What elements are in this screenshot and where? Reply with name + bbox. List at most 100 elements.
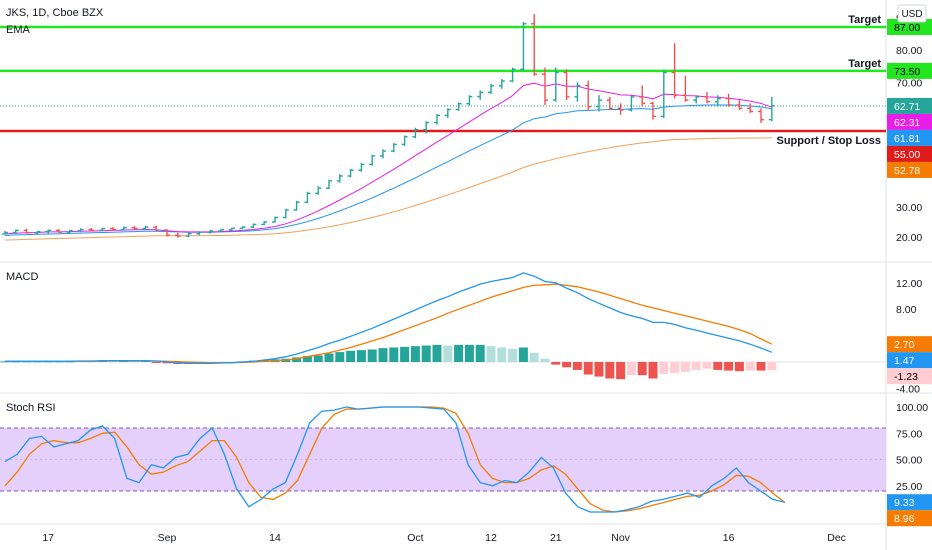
macd-histogram-bar[interactable] <box>680 362 690 372</box>
ohlc-bar[interactable] <box>736 100 743 110</box>
macd-histogram-bar[interactable] <box>605 362 615 379</box>
ohlc-bar[interactable] <box>498 79 505 89</box>
ohlc-bar[interactable] <box>704 92 710 104</box>
ohlc-bar[interactable] <box>293 200 300 211</box>
ohlc-bar[interactable] <box>218 228 224 232</box>
macd-histogram-bar[interactable] <box>410 346 420 362</box>
ohlc-bar[interactable] <box>477 90 484 100</box>
macd-histogram-bar[interactable] <box>713 362 723 370</box>
ohlc-bar[interactable] <box>315 186 322 195</box>
macd-histogram-bar[interactable] <box>464 344 474 362</box>
ohlc-bar[interactable] <box>250 223 257 229</box>
ohlc-bar[interactable] <box>2 231 8 235</box>
ohlc-bar[interactable] <box>466 95 473 106</box>
macd-histogram-bar[interactable] <box>335 352 345 362</box>
macd-histogram-bar[interactable] <box>724 362 734 371</box>
ohlc-bar[interactable] <box>272 216 278 223</box>
ohlc-bar[interactable] <box>23 228 30 234</box>
macd-histogram-bar[interactable] <box>378 348 388 362</box>
ohlc-bar[interactable] <box>207 229 214 234</box>
ohlc-bar[interactable] <box>488 83 494 94</box>
macd-histogram-bar[interactable] <box>432 344 442 362</box>
ohlc-bar[interactable] <box>282 208 289 219</box>
macd-histogram-bar[interactable] <box>389 347 399 362</box>
macd-histogram-bar[interactable] <box>162 362 172 364</box>
macd-histogram-bar[interactable] <box>313 355 323 362</box>
ohlc-bar[interactable] <box>542 67 548 105</box>
ema-slow-line[interactable] <box>4 137 772 241</box>
macd-histogram-bar[interactable] <box>356 350 366 362</box>
macd-histogram-bar[interactable] <box>22 362 32 363</box>
ohlc-bar[interactable] <box>228 227 235 231</box>
ohlc-bar[interactable] <box>671 43 678 99</box>
macd-histogram-bar[interactable] <box>108 361 118 363</box>
ohlc-bar[interactable] <box>628 95 635 112</box>
macd-histogram-bar[interactable] <box>529 352 539 362</box>
ohlc-bar[interactable] <box>747 103 754 114</box>
ohlc-bar[interactable] <box>563 69 570 101</box>
ohlc-bar[interactable] <box>725 93 732 107</box>
macd-histogram-bar[interactable] <box>443 345 453 363</box>
macd-histogram-bar[interactable] <box>562 362 572 368</box>
macd-histogram-bar[interactable] <box>659 362 669 374</box>
ohlc-bar[interactable] <box>617 103 624 115</box>
ohlc-bar[interactable] <box>196 231 203 236</box>
macd-histogram-bar[interactable] <box>745 362 755 371</box>
ohlc-bar[interactable] <box>434 114 440 125</box>
ohlc-bar[interactable] <box>358 162 365 172</box>
ohlc-bar[interactable] <box>131 226 138 230</box>
ohlc-bar[interactable] <box>444 108 451 118</box>
macd-histogram-bar[interactable] <box>637 362 647 376</box>
ohlc-bar[interactable] <box>639 85 646 107</box>
macd-histogram-bar[interactable] <box>551 362 561 365</box>
macd-panel[interactable]: 12.00 8.00 -4.00 2.70 1.47 -1.23 <box>0 272 932 396</box>
ohlc-bar[interactable] <box>606 96 613 110</box>
macd-histogram-bar[interactable] <box>616 362 626 380</box>
ohlc-bar[interactable] <box>455 102 462 111</box>
ohlc-bar[interactable] <box>99 227 106 232</box>
ohlc-bar[interactable] <box>520 22 527 71</box>
macd-histogram-bar[interactable] <box>767 362 777 371</box>
ohlc-bar[interactable] <box>164 229 170 237</box>
macd-histogram-bar[interactable] <box>670 362 680 374</box>
macd-histogram-bar[interactable] <box>572 362 582 370</box>
ohlc-bar[interactable] <box>12 229 19 235</box>
macd-histogram-bar[interactable] <box>302 356 312 362</box>
macd-histogram-bar[interactable] <box>486 346 496 362</box>
ohlc-bar[interactable] <box>326 179 332 190</box>
ohlc-bar[interactable] <box>142 225 149 230</box>
macd-histogram-bar[interactable] <box>421 345 431 363</box>
ohlc-bar[interactable] <box>56 229 62 233</box>
ohlc-bar[interactable] <box>66 229 73 234</box>
ohlc-bar[interactable] <box>185 232 192 238</box>
macd-histogram-bar[interactable] <box>475 344 485 362</box>
ohlc-bar[interactable] <box>261 221 268 226</box>
ohlc-bar[interactable] <box>77 228 84 233</box>
ohlc-bar[interactable] <box>88 228 95 232</box>
ohlc-bar[interactable] <box>596 95 602 112</box>
ohlc-bar[interactable] <box>660 70 667 118</box>
macd-histogram-bar[interactable] <box>367 349 377 362</box>
ohlc-bar[interactable] <box>423 121 430 134</box>
macd-histogram-bar[interactable] <box>130 361 140 363</box>
macd-histogram-bar[interactable] <box>734 362 744 372</box>
stoch-panel[interactable]: 100.00 75.00 50.00 25.00 9.33 8.96 <box>0 402 932 527</box>
stoch-k-line[interactable] <box>4 406 786 513</box>
macd-histogram-bar[interactable] <box>594 362 604 377</box>
ohlc-bar[interactable] <box>153 225 160 231</box>
ohlc-bar[interactable] <box>412 127 419 139</box>
ohlc-bar[interactable] <box>380 149 386 159</box>
ohlc-bar[interactable] <box>34 230 41 235</box>
ohlc-bar[interactable] <box>120 226 127 231</box>
ohlc-bar[interactable] <box>585 80 592 110</box>
macd-histogram-bar[interactable] <box>292 357 302 362</box>
ohlc-bar[interactable] <box>174 232 181 238</box>
macd-histogram-bar[interactable] <box>508 348 518 362</box>
macd-histogram-bar[interactable] <box>691 362 701 370</box>
macd-histogram-bar[interactable] <box>540 358 550 362</box>
ohlc-bar[interactable] <box>45 229 52 234</box>
ohlc-bar[interactable] <box>650 101 656 120</box>
ohlc-bar[interactable] <box>552 67 559 102</box>
macd-histogram-bar[interactable] <box>648 362 658 379</box>
